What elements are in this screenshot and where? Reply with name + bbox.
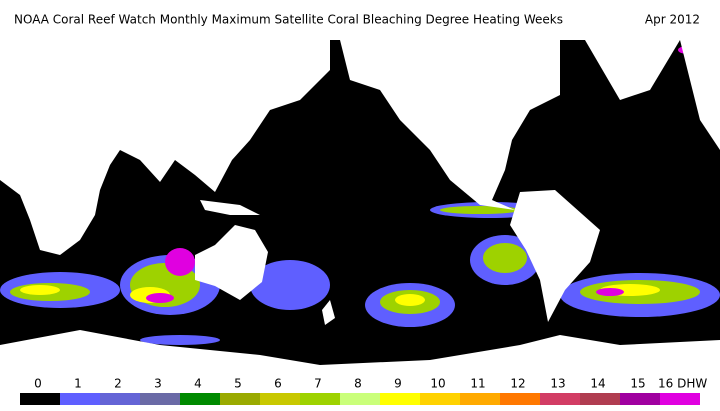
map [0, 40, 720, 375]
legend-swatch [580, 393, 620, 405]
legend-label: 14 [590, 377, 605, 391]
legend-label: 5 [234, 377, 242, 391]
heat-high [20, 284, 660, 306]
legend-swatch [620, 393, 660, 405]
legend: 0 1 2 3 4 5 6 7 8 9 10 11 12 13 14 15 16 DHW [20, 377, 707, 405]
legend-label: 2 [114, 377, 122, 391]
legend-swatch [100, 393, 140, 405]
legend-swatch [60, 393, 100, 405]
legend-swatch [220, 393, 260, 405]
legend-swatch [300, 393, 340, 405]
legend-label: 9 [394, 377, 402, 391]
legend-label: 11 [470, 377, 485, 391]
title: NOAA Coral Reef Watch Monthly Maximum Sa… [14, 13, 563, 27]
legend-swatch [260, 393, 300, 405]
legend-swatch [340, 393, 380, 405]
legend-label: 8 [354, 377, 362, 391]
legend-swatch [20, 393, 60, 405]
legend-swatch [460, 393, 500, 405]
legend-swatch [420, 393, 460, 405]
land [0, 40, 720, 375]
date: Apr 2012 [645, 13, 700, 27]
legend-swatch [180, 393, 220, 405]
legend-swatch [140, 393, 180, 405]
legend-label: 0 [34, 377, 42, 391]
legend-swatch [660, 393, 700, 405]
legend-label: 4 [194, 377, 202, 391]
legend-swatch [380, 393, 420, 405]
legend-label: 15 [630, 377, 645, 391]
legend-label: 1 [74, 377, 82, 391]
legend-swatch [540, 393, 580, 405]
legend-label: 16 DHW [658, 377, 707, 391]
legend-label: 12 [510, 377, 525, 391]
legend-label: 13 [550, 377, 565, 391]
legend-label: 10 [430, 377, 445, 391]
legend-label: 6 [274, 377, 282, 391]
legend-label: 3 [154, 377, 162, 391]
legend-label: 7 [314, 377, 322, 391]
legend-swatch [500, 393, 540, 405]
